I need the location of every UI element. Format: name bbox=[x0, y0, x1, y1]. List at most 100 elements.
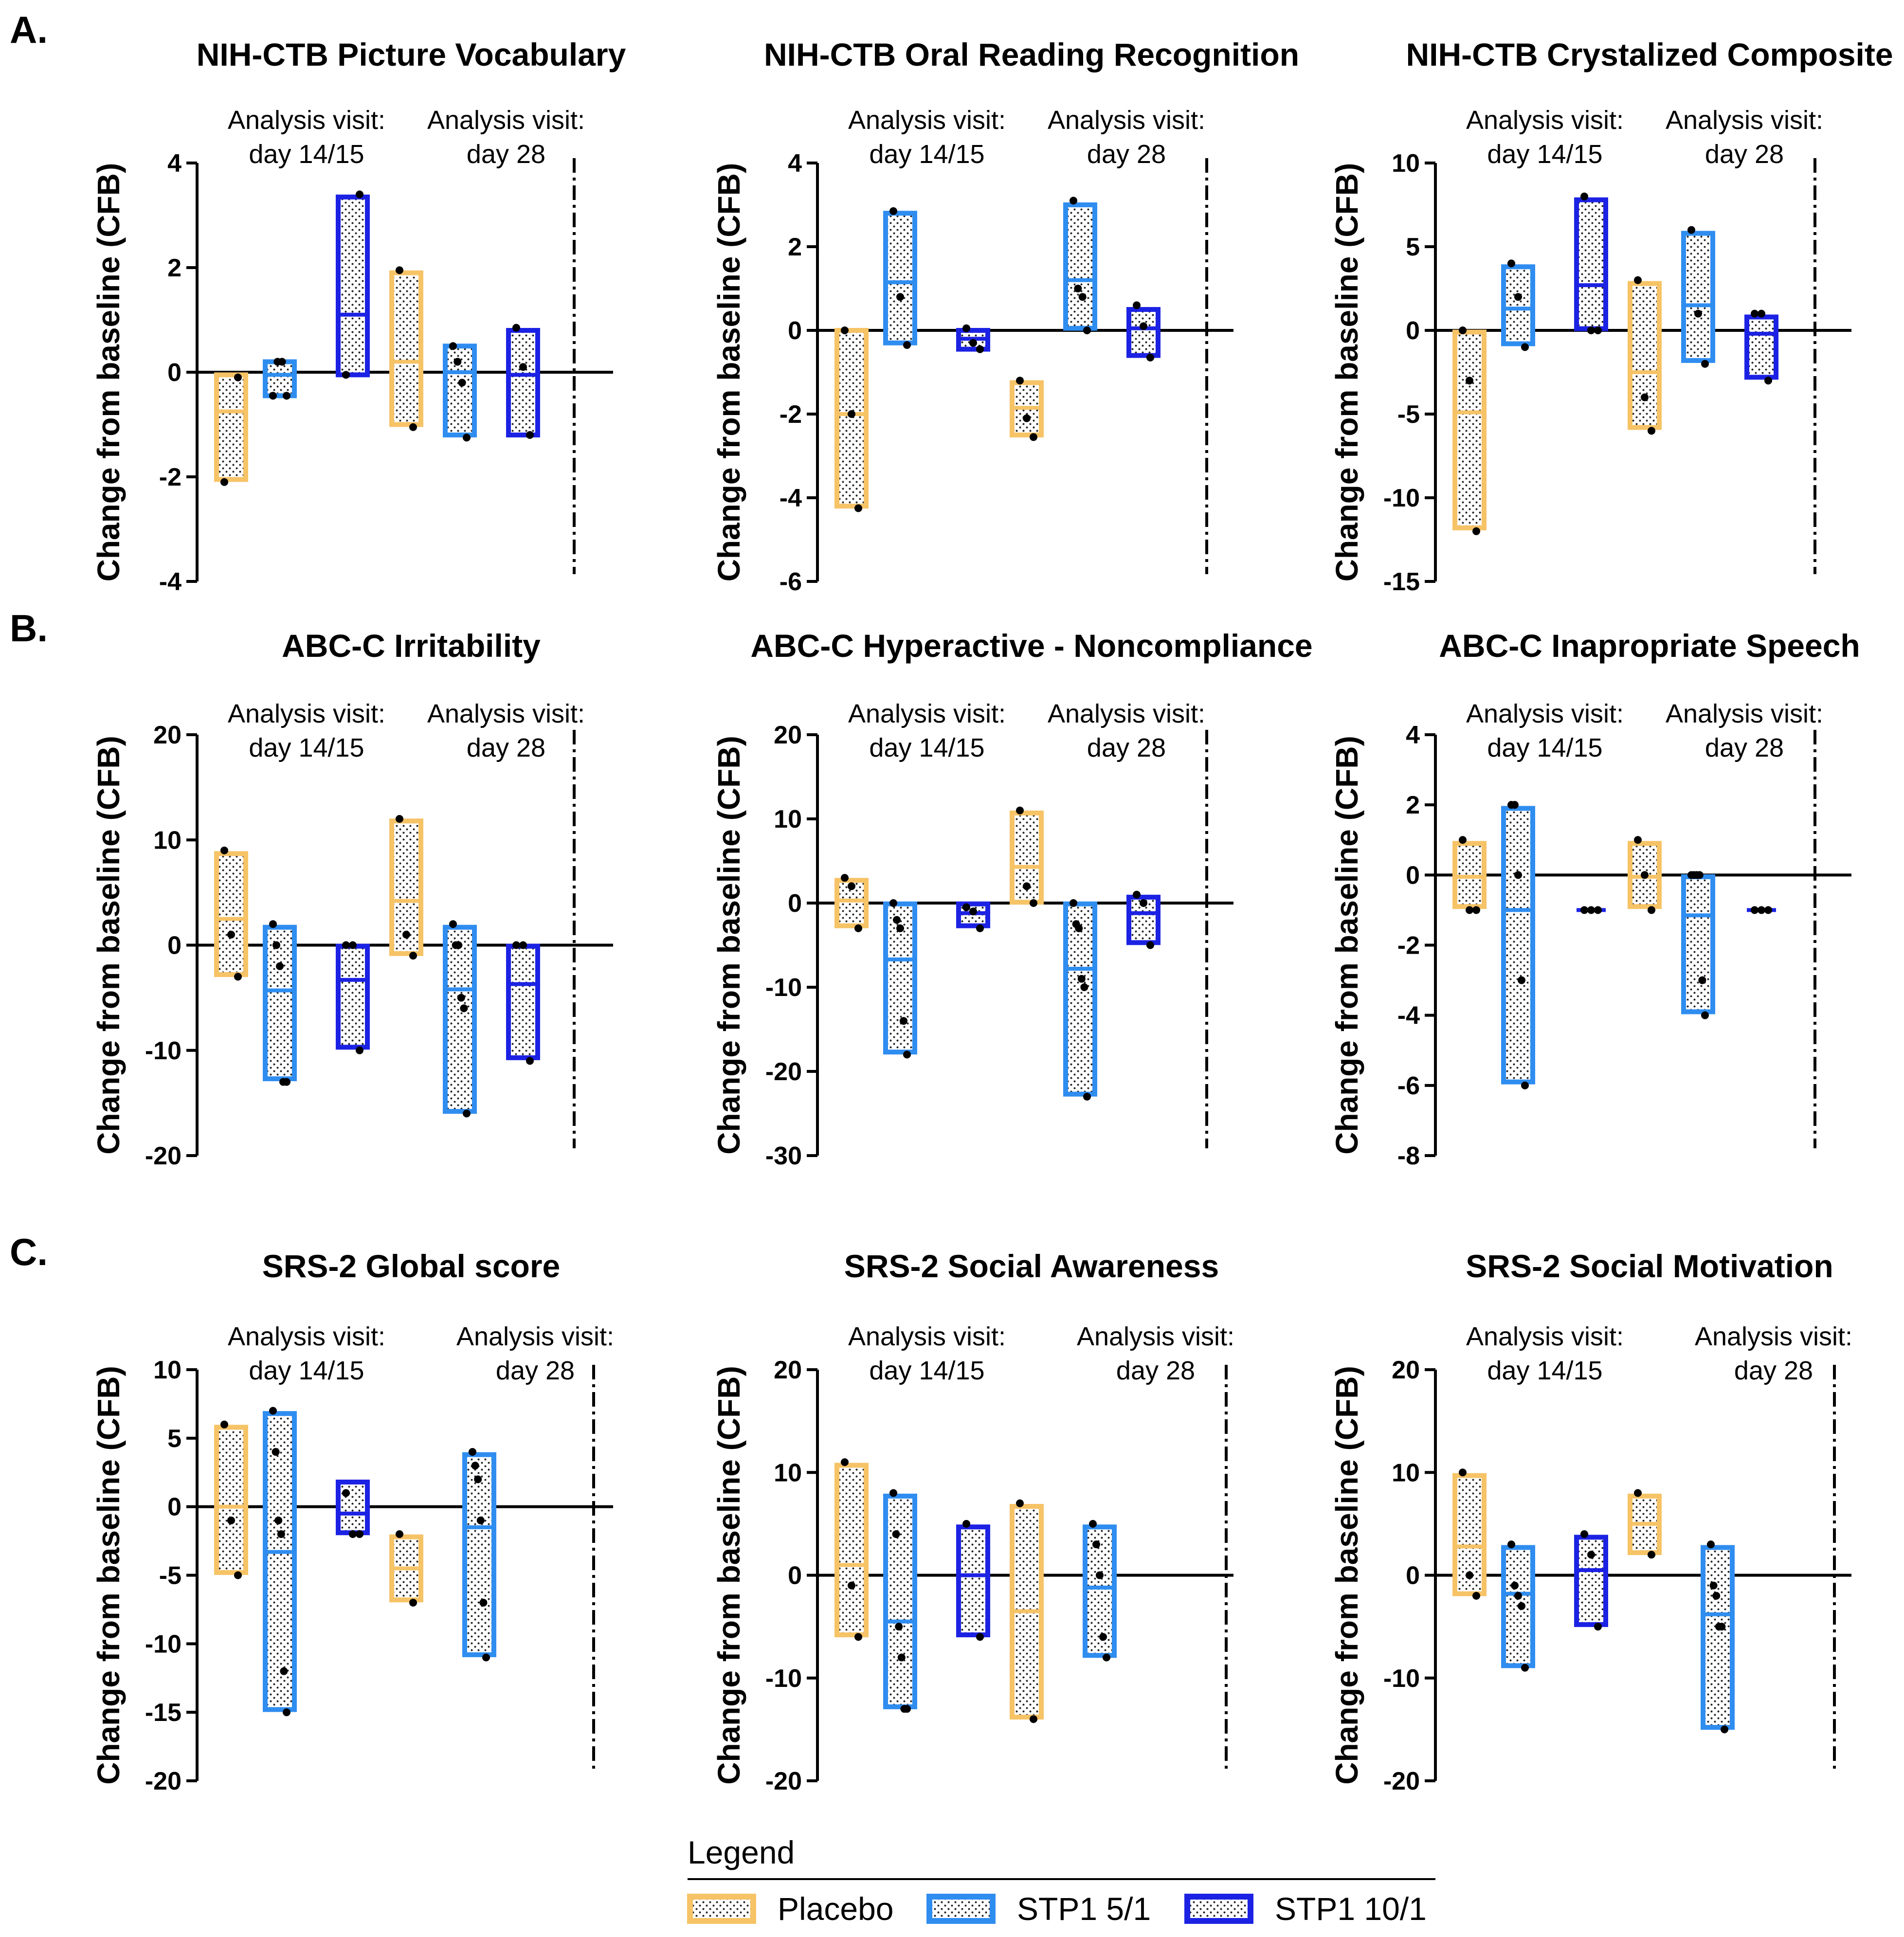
data-point bbox=[234, 973, 242, 981]
data-point bbox=[1580, 906, 1588, 914]
legend-swatch-placebo bbox=[687, 1894, 756, 1924]
bar-stp1-5-1-day-28 bbox=[1083, 1520, 1117, 1662]
data-point bbox=[274, 1516, 283, 1524]
data-point bbox=[272, 941, 280, 949]
bar-stp1-5-1-day-14-15 bbox=[883, 899, 917, 1059]
y-tick-label: -30 bbox=[765, 1142, 802, 1170]
bar-placebo-day-14-15 bbox=[1452, 836, 1487, 914]
data-point bbox=[342, 941, 350, 949]
y-axis-label: Change from baseline (CFB) bbox=[1329, 163, 1364, 582]
legend-item-stp1-10-1: STP1 10/1 bbox=[1184, 1891, 1427, 1927]
data-point bbox=[1758, 906, 1765, 914]
y-tick-label: 2 bbox=[167, 254, 181, 282]
data-point bbox=[1521, 343, 1529, 351]
data-point bbox=[889, 207, 897, 215]
bar-stp1-5-1-day-14-15 bbox=[883, 207, 917, 349]
bar-stp1-5-1-day-28 bbox=[443, 920, 477, 1118]
data-point bbox=[526, 1057, 534, 1065]
y-tick-label: 0 bbox=[167, 1493, 181, 1521]
data-point bbox=[449, 920, 457, 928]
data-point bbox=[976, 924, 984, 932]
data-point bbox=[519, 363, 527, 371]
panel-abc-c-hyperactive-noncompliance: ABC-C Hyperactive - Noncompliance Change … bbox=[711, 628, 1313, 1170]
y-tick-label: -20 bbox=[145, 1142, 181, 1170]
data-point bbox=[1764, 906, 1772, 914]
data-point bbox=[1030, 1715, 1037, 1723]
y-axis-label: Change from baseline (CFB) bbox=[711, 736, 746, 1155]
range-bar bbox=[883, 1493, 917, 1709]
data-point bbox=[903, 1705, 911, 1713]
data-point bbox=[1518, 1602, 1525, 1610]
data-point bbox=[1518, 976, 1525, 984]
range-bar bbox=[506, 328, 540, 437]
bar-placebo-day-14-15 bbox=[834, 326, 869, 512]
bar-placebo-day-28 bbox=[389, 815, 423, 960]
data-point bbox=[1140, 899, 1147, 907]
visit-label-line2: day 14/15 bbox=[1487, 140, 1602, 169]
data-point bbox=[1459, 326, 1467, 334]
visit-label-line1: Analysis visit: bbox=[427, 106, 585, 135]
data-point bbox=[283, 392, 290, 400]
legend-label-stp1-10-1: STP1 10/1 bbox=[1275, 1891, 1427, 1927]
legend-swatch-stp1-10-1 bbox=[1184, 1894, 1253, 1924]
y-tick-label: 20 bbox=[774, 1356, 802, 1384]
visit-label-line1: Analysis visit: bbox=[427, 699, 585, 728]
bar-stp1-5-1-day-28 bbox=[1063, 197, 1097, 334]
bar-placebo-day-28 bbox=[1628, 1489, 1662, 1559]
visit-label-line2: day 14/15 bbox=[869, 140, 984, 169]
range-bar bbox=[1681, 874, 1715, 1014]
data-point bbox=[889, 1489, 897, 1497]
y-tick-label: -6 bbox=[780, 568, 802, 596]
data-point bbox=[1083, 326, 1091, 334]
data-point bbox=[841, 326, 849, 334]
panel-title: ABC-C Inapropriate Speech bbox=[1439, 628, 1860, 664]
range-bar bbox=[443, 344, 477, 437]
visit-label-line1: Analysis visit: bbox=[1466, 699, 1624, 728]
visit-label-line2: day 28 bbox=[1087, 140, 1166, 169]
range-bar bbox=[1126, 307, 1161, 358]
data-point bbox=[1709, 1581, 1718, 1590]
data-point bbox=[396, 1530, 403, 1538]
data-point bbox=[1521, 1081, 1529, 1089]
visit-label-line1: Analysis visit: bbox=[848, 699, 1006, 728]
data-point bbox=[234, 373, 242, 381]
y-tick-label: 10 bbox=[153, 826, 181, 854]
data-point bbox=[1016, 806, 1024, 815]
range-bar bbox=[1681, 231, 1715, 363]
range-bar bbox=[883, 211, 917, 345]
data-point bbox=[848, 1581, 855, 1590]
data-point bbox=[897, 1653, 906, 1662]
data-point bbox=[1687, 226, 1695, 234]
data-point bbox=[349, 941, 357, 949]
data-point bbox=[1707, 1540, 1715, 1549]
range-bar bbox=[834, 328, 869, 509]
bar-stp1-5-1-day-14-15 bbox=[263, 358, 297, 400]
data-point bbox=[409, 1598, 417, 1607]
data-point bbox=[1511, 801, 1519, 809]
visit-label-line1: Analysis visit: bbox=[456, 1322, 614, 1351]
range-bar bbox=[1701, 1545, 1735, 1730]
y-tick-label: -20 bbox=[145, 1767, 181, 1795]
range-bar bbox=[336, 194, 370, 378]
data-point bbox=[1472, 1592, 1480, 1600]
panel-srs-2-social-awareness: SRS-2 Social Awareness Change from baseli… bbox=[711, 1248, 1234, 1795]
data-point bbox=[1580, 1530, 1588, 1538]
y-tick-label: -6 bbox=[1397, 1072, 1420, 1100]
y-tick-label: 0 bbox=[167, 359, 181, 387]
visit-label-line1: Analysis visit: bbox=[1048, 106, 1205, 135]
bar-stp1-10-1-day-14-15 bbox=[336, 1479, 370, 1538]
panel-title: NIH-CTB Crystalized Composite bbox=[1406, 36, 1893, 72]
data-point bbox=[1694, 309, 1702, 318]
legend-title: Legend bbox=[688, 1834, 795, 1870]
data-point bbox=[356, 1046, 363, 1054]
data-point bbox=[896, 293, 904, 301]
data-point bbox=[1695, 871, 1704, 879]
y-tick-label: -5 bbox=[159, 1562, 181, 1590]
visit-label-line2: day 28 bbox=[1116, 1356, 1195, 1385]
data-point bbox=[1514, 871, 1522, 879]
data-point bbox=[962, 1520, 970, 1528]
bar-stp1-10-1-day-28 bbox=[1126, 890, 1161, 949]
data-point bbox=[402, 930, 410, 939]
bar-stp1-10-1-day-14-15 bbox=[956, 1520, 990, 1641]
bar-stp1-5-1-day-28 bbox=[443, 342, 477, 442]
